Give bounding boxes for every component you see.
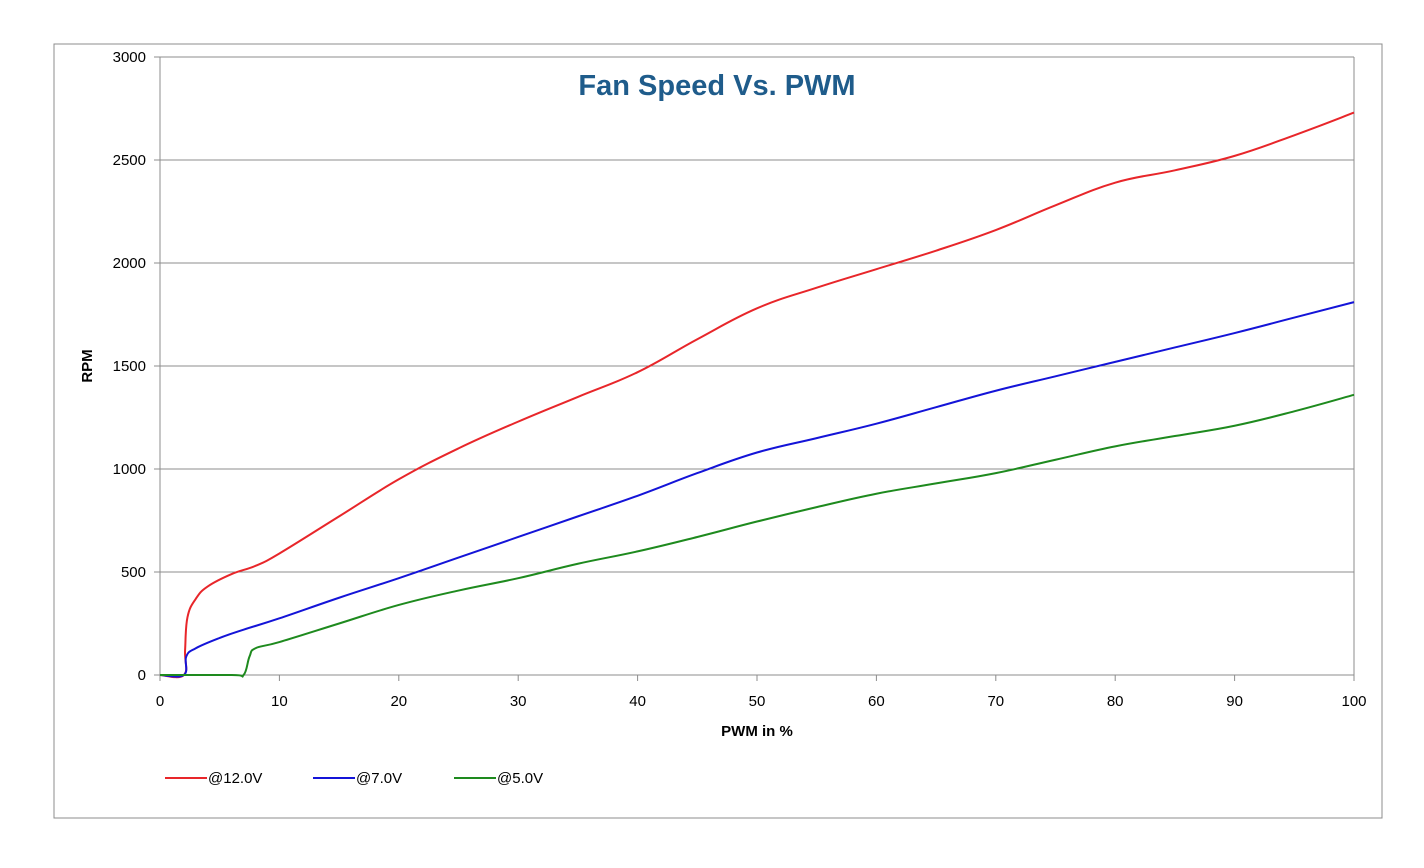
y-tick-label: 2000 (113, 255, 146, 272)
legend-item-2: @7.0V (313, 770, 402, 787)
y-tick-label: 1500 (113, 358, 146, 375)
y-axis-tick-labels: 0 500 1000 1500 2000 2500 3000 (113, 49, 160, 684)
legend-item-3: @5.0V (454, 770, 543, 787)
legend: @12.0V @7.0V @5.0V (165, 770, 543, 787)
y-tick-label: 2500 (113, 152, 146, 169)
chart-title: Fan Speed Vs. PWM (578, 70, 855, 102)
series-line-3 (159, 393, 1355, 678)
y-axis-title: RPM (79, 349, 96, 382)
series-line-1 (159, 111, 1355, 679)
legend-item-1: @12.0V (165, 770, 262, 787)
x-tick-label: 0 (156, 693, 164, 710)
x-tick-label: 100 (1341, 693, 1366, 710)
x-tick-label: 80 (1107, 693, 1124, 710)
legend-label: @5.0V (497, 770, 543, 787)
series-line-2 (159, 301, 1355, 678)
x-tick-label: 70 (987, 693, 1004, 710)
x-tick-label: 30 (510, 693, 527, 710)
x-tick-label: 90 (1226, 693, 1243, 710)
y-tick-label: 3000 (113, 49, 146, 66)
x-tick-label: 10 (271, 693, 288, 710)
x-axis-title: PWM in % (721, 723, 793, 740)
y-tick-label: 1000 (113, 461, 146, 478)
x-tick-label: 40 (629, 693, 646, 710)
y-tick-label: 0 (138, 667, 146, 684)
x-tick-label: 50 (749, 693, 766, 710)
series-lines (159, 111, 1355, 679)
x-axis-tick-labels: 0 10 20 30 40 50 60 70 80 90 100 (156, 675, 1367, 710)
y-tick-label: 500 (121, 564, 146, 581)
legend-label: @12.0V (208, 770, 262, 787)
x-tick-label: 60 (868, 693, 885, 710)
legend-label: @7.0V (356, 770, 402, 787)
x-tick-label: 20 (390, 693, 407, 710)
